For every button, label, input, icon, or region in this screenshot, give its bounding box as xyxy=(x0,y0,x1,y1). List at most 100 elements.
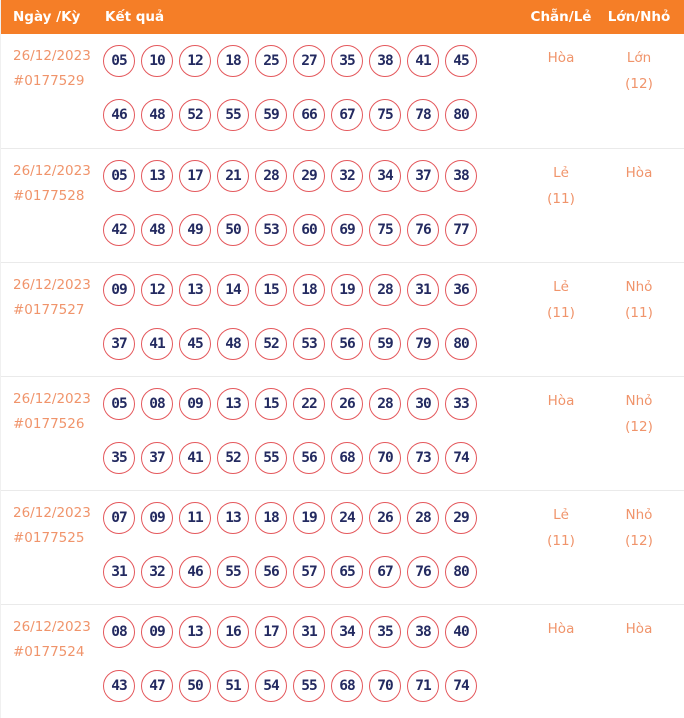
number-ball: 26 xyxy=(369,502,401,534)
number-ball: 31 xyxy=(407,274,439,306)
big-small-value: Hòa xyxy=(625,621,653,637)
number-ball: 65 xyxy=(331,556,363,588)
draw-date: 26/12/2023 xyxy=(13,163,91,179)
column-header-date-period: Ngày /Kỳ xyxy=(13,9,81,25)
number-ball: 41 xyxy=(141,328,173,360)
number-ball: 55 xyxy=(217,556,249,588)
number-ball: 19 xyxy=(331,274,363,306)
big-small-cell: Nhỏ (12) xyxy=(593,491,684,604)
number-ball: 28 xyxy=(255,160,287,192)
number-ball: 51 xyxy=(217,670,249,702)
number-ball: 17 xyxy=(179,160,211,192)
number-ball: 50 xyxy=(179,670,211,702)
number-ball: 08 xyxy=(103,616,135,648)
number-ball: 21 xyxy=(217,160,249,192)
date-period-cell: 26/12/2023 #0177528 xyxy=(1,149,103,262)
number-ball: 22 xyxy=(293,388,325,420)
number-ball: 60 xyxy=(293,214,325,246)
number-ball: 35 xyxy=(103,442,135,474)
number-ball: 34 xyxy=(331,616,363,648)
number-ball: 09 xyxy=(103,274,135,306)
big-small-cell: Hòa xyxy=(593,149,684,262)
number-ball: 48 xyxy=(217,328,249,360)
even-odd-count: (11) xyxy=(547,191,575,207)
result-row: 26/12/2023 #0177525 07 09 11 13 18 19 24 26 28 29 31… xyxy=(1,490,684,604)
number-ball: 35 xyxy=(369,616,401,648)
number-ball: 71 xyxy=(407,670,439,702)
number-ball: 27 xyxy=(293,45,325,77)
number-ball: 52 xyxy=(179,99,211,131)
number-ball: 75 xyxy=(369,214,401,246)
number-ball: 49 xyxy=(179,214,211,246)
number-ball: 46 xyxy=(103,99,135,131)
number-ball-line: 05 10 12 18 25 27 35 38 41 45 xyxy=(103,45,529,77)
big-small-count: (12) xyxy=(625,533,653,549)
number-ball: 67 xyxy=(369,556,401,588)
number-ball: 55 xyxy=(255,442,287,474)
number-ball-line: 09 12 13 14 15 18 19 28 31 36 xyxy=(103,274,529,306)
draw-date: 26/12/2023 xyxy=(13,505,91,521)
number-ball-line: 07 09 11 13 18 19 24 26 28 29 xyxy=(103,502,529,534)
result-row: 26/12/2023 #0177526 05 08 09 13 15 22 26 28 30 33 35… xyxy=(1,376,684,490)
number-ball: 75 xyxy=(369,99,401,131)
number-ball: 45 xyxy=(445,45,477,77)
number-ball: 17 xyxy=(255,616,287,648)
big-small-count: (11) xyxy=(625,305,653,321)
date-period-cell: 26/12/2023 #0177524 xyxy=(1,605,103,718)
draw-date: 26/12/2023 xyxy=(13,391,91,407)
number-ball: 05 xyxy=(103,160,135,192)
number-ball: 33 xyxy=(445,388,477,420)
number-ball: 38 xyxy=(445,160,477,192)
number-ball: 18 xyxy=(293,274,325,306)
number-ball: 56 xyxy=(331,328,363,360)
number-ball: 08 xyxy=(141,388,173,420)
number-ball: 30 xyxy=(407,388,439,420)
number-ball: 13 xyxy=(217,502,249,534)
number-ball: 68 xyxy=(331,670,363,702)
result-row: 26/12/2023 #0177528 05 13 17 21 28 29 32 34 37 38 42… xyxy=(1,148,684,262)
even-odd-cell: Lẻ (11) xyxy=(529,491,593,604)
number-ball: 55 xyxy=(217,99,249,131)
date-period-cell: 26/12/2023 #0177527 xyxy=(1,263,103,376)
number-ball: 68 xyxy=(331,442,363,474)
number-ball-line: 37 41 45 48 52 53 56 59 79 80 xyxy=(103,328,529,360)
number-ball: 41 xyxy=(407,45,439,77)
number-ball: 07 xyxy=(103,502,135,534)
number-ball: 05 xyxy=(103,45,135,77)
number-ball: 38 xyxy=(369,45,401,77)
number-ball-line: 35 37 41 52 55 56 68 70 73 74 xyxy=(103,442,529,474)
number-ball-line: 05 13 17 21 28 29 32 34 37 38 xyxy=(103,160,529,192)
number-ball: 26 xyxy=(331,388,363,420)
number-ball: 38 xyxy=(407,616,439,648)
results-table-body: 26/12/2023 #0177529 05 10 12 18 25 27 35 38 41 45 46… xyxy=(1,34,684,718)
number-ball: 45 xyxy=(179,328,211,360)
number-ball: 15 xyxy=(255,388,287,420)
date-period-cell: 26/12/2023 #0177526 xyxy=(1,377,103,490)
number-ball: 24 xyxy=(331,502,363,534)
number-ball: 29 xyxy=(293,160,325,192)
result-row: 26/12/2023 #0177529 05 10 12 18 25 27 35 38 41 45 46… xyxy=(1,34,684,148)
column-header-result: Kết quả xyxy=(105,9,165,25)
big-small-cell: Lớn (12) xyxy=(593,34,684,148)
even-odd-cell: Hòa xyxy=(529,34,593,148)
number-ball: 80 xyxy=(445,556,477,588)
number-ball: 28 xyxy=(369,388,401,420)
number-ball: 43 xyxy=(103,670,135,702)
even-odd-value: Hòa xyxy=(547,393,575,409)
number-ball: 47 xyxy=(141,670,173,702)
big-small-cell: Hòa xyxy=(593,605,684,718)
even-odd-count: (11) xyxy=(547,305,575,321)
big-small-cell: Nhỏ (11) xyxy=(593,263,684,376)
number-ball: 80 xyxy=(445,99,477,131)
result-numbers-cell: 05 08 09 13 15 22 26 28 30 33 35 37 41 52 55 56 68 70 73 74 xyxy=(103,377,529,490)
number-ball: 54 xyxy=(255,670,287,702)
number-ball: 36 xyxy=(445,274,477,306)
big-small-value: Lớn xyxy=(626,50,652,66)
number-ball: 15 xyxy=(255,274,287,306)
number-ball: 11 xyxy=(179,502,211,534)
number-ball: 74 xyxy=(445,442,477,474)
even-odd-value: Lẻ xyxy=(553,279,569,295)
number-ball: 31 xyxy=(103,556,135,588)
number-ball: 78 xyxy=(407,99,439,131)
